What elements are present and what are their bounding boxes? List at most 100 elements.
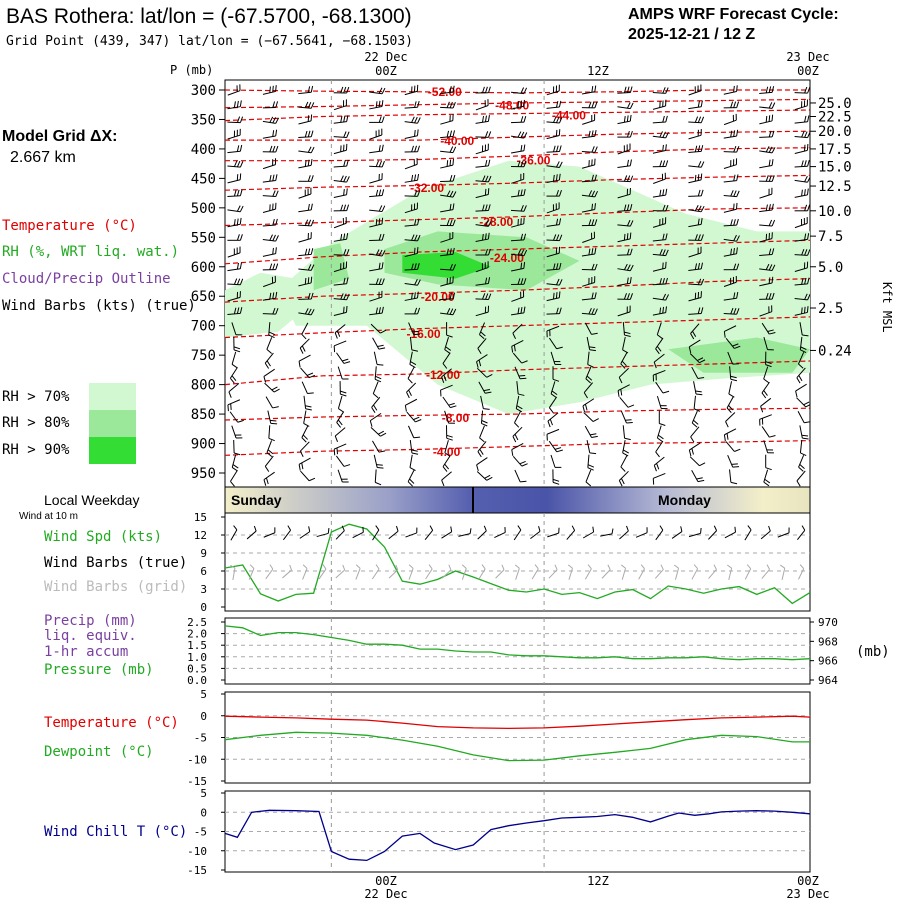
wind-barb-flag xyxy=(520,205,524,212)
wind-barb xyxy=(688,307,704,315)
wind-barb xyxy=(369,173,383,184)
wind-barb-flag xyxy=(308,374,316,379)
wind-barb-flag xyxy=(547,420,551,428)
wind-barb-flag xyxy=(806,188,809,195)
wind-barb-staff xyxy=(440,209,454,213)
wind-barb-staff xyxy=(585,469,592,483)
wind-barb-flag xyxy=(275,263,279,270)
wind-barb-staff xyxy=(404,297,418,301)
pressure-right-tick-label: 968 xyxy=(818,635,838,648)
wind-barb-flag xyxy=(514,422,520,428)
wind-barb xyxy=(404,307,421,315)
wind-barb xyxy=(265,396,279,409)
wind-barb-staff xyxy=(763,337,768,350)
wind-barb xyxy=(298,292,314,300)
wind-barb xyxy=(546,234,563,242)
wind-barb xyxy=(585,366,593,384)
surface-wind-barb-true xyxy=(688,527,702,538)
surface-wind-barb-grid xyxy=(335,564,346,579)
wind-barb-staff xyxy=(794,121,808,124)
wind-barb-staff xyxy=(729,366,732,380)
wind-barb-staff xyxy=(227,209,241,213)
surface-wind-barb-true xyxy=(777,527,790,538)
wind-barb xyxy=(511,340,524,353)
wind-barb-staff xyxy=(798,455,805,468)
wind-barb-flag xyxy=(343,204,347,211)
wind-barb xyxy=(617,384,630,397)
weekday-sunday: Sunday xyxy=(231,492,282,508)
wind-barb xyxy=(546,246,561,258)
wind-barb-flag xyxy=(517,131,522,138)
wind-barb-flag xyxy=(479,334,485,340)
wind-barb xyxy=(586,440,597,455)
legend-wind: Wind Barbs (kts) (true) xyxy=(2,298,196,314)
wind-barb-flag xyxy=(552,292,555,300)
isotherm-label: -32.00 xyxy=(410,181,444,195)
wind-barb-flag xyxy=(275,190,279,197)
wind-barb-staff xyxy=(262,297,276,301)
wind-barb xyxy=(512,323,523,340)
wind-barb-flag xyxy=(310,85,314,93)
wind-barb-flag xyxy=(771,203,774,211)
wind-barb-flag xyxy=(346,131,350,138)
wind-barb-flag xyxy=(800,349,807,354)
wind-barb xyxy=(298,114,313,125)
wind-barb-staff xyxy=(263,281,276,288)
wind-barb-staff xyxy=(655,440,664,453)
wind-barb-flag xyxy=(449,190,454,197)
wind-barb xyxy=(227,291,241,302)
wind-barb-flag xyxy=(411,263,414,270)
wind-barb-staff xyxy=(725,441,735,452)
surface-wind-barb-true-flag xyxy=(659,525,664,531)
wind-barb-flag xyxy=(481,420,488,424)
wind-barb xyxy=(617,187,631,199)
wind-barb-staff xyxy=(440,268,454,271)
wind-barb-staff xyxy=(763,469,769,483)
surface-wind-barb-grid xyxy=(798,564,805,580)
wind-barb-flag xyxy=(305,408,312,411)
wind-barb-flag xyxy=(664,172,666,180)
wind-barb xyxy=(445,425,453,441)
wind-barb-staff xyxy=(510,91,525,95)
surface-wind-barb-true-staff xyxy=(777,532,790,538)
pressure-axis-title: P (mb) xyxy=(170,63,213,77)
wind-barb-flag xyxy=(665,306,667,313)
wind-barb xyxy=(690,426,700,443)
wind-barb-flag xyxy=(340,116,343,123)
wind-barb-flag xyxy=(369,420,373,427)
wind-barb xyxy=(373,454,384,469)
wind-barb xyxy=(339,381,347,397)
wind-barb-flag xyxy=(761,418,764,425)
wind-barb-flag xyxy=(485,391,492,394)
windPanel-tick-label: 3 xyxy=(200,583,207,596)
wind-barb-flag xyxy=(511,449,514,456)
wind-barb-flag xyxy=(771,264,776,271)
wind-barb xyxy=(581,190,599,198)
wind-barb-staff xyxy=(441,471,452,481)
wind-barb-flag xyxy=(518,375,526,377)
wind-barb-staff xyxy=(546,283,560,286)
wind-barb-flag xyxy=(626,277,629,284)
wind-barb-staff xyxy=(759,150,773,154)
wind-barb xyxy=(227,173,242,184)
wind-barb xyxy=(652,217,667,228)
top-date-label-1: 22 Dec xyxy=(364,50,407,64)
wind-barb-staff xyxy=(480,410,484,424)
wind-barb-flag xyxy=(652,478,655,485)
wind-barb-staff xyxy=(369,165,383,168)
wind-barb-flag xyxy=(239,217,242,225)
wind-barb-flag xyxy=(768,86,772,93)
wind-barb-flag xyxy=(378,87,383,94)
wind-barb-flag xyxy=(239,307,243,314)
wind-barb xyxy=(581,247,597,257)
wind-barb-flag xyxy=(736,129,739,137)
wind-barb-staff xyxy=(759,164,773,169)
wind-barb-flag xyxy=(626,102,631,109)
wind-barb-flag xyxy=(556,278,560,285)
wind-barb xyxy=(262,202,277,213)
wind-barb xyxy=(333,277,349,286)
wind-barb-flag xyxy=(239,116,244,123)
wind-barb-flag xyxy=(346,232,349,240)
wind-barb-staff xyxy=(227,252,241,258)
wind-barb-staff xyxy=(799,336,803,350)
